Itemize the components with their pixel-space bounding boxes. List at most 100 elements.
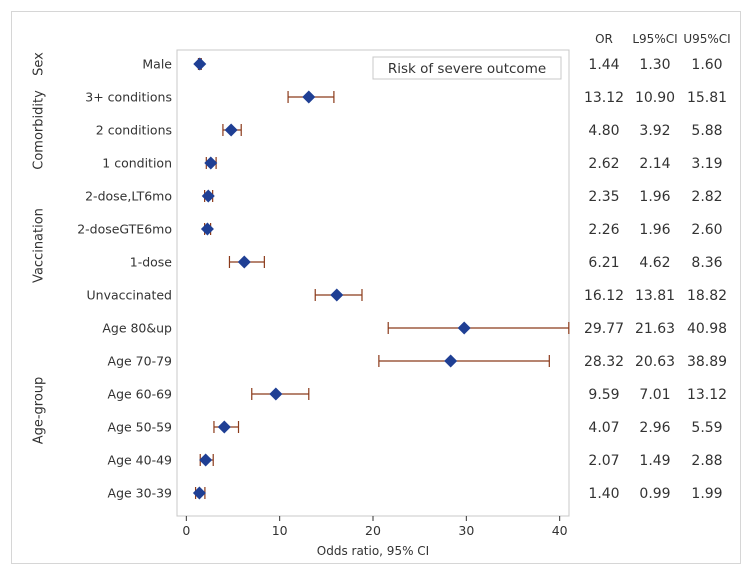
ucl-value: 5.59 xyxy=(691,420,722,436)
or-value: 2.35 xyxy=(588,189,619,205)
lcl-value: 2.96 xyxy=(639,420,670,436)
or-value: 29.77 xyxy=(584,321,624,337)
row-label: Age 30-39 xyxy=(108,486,173,501)
forest-row: 3+ conditions 13.12 10.90 15.81 xyxy=(85,90,727,107)
row-label: 3+ conditions xyxy=(85,90,172,105)
row-label: 1 condition xyxy=(102,156,172,171)
or-value: 6.21 xyxy=(588,255,619,271)
or-value: 28.32 xyxy=(584,354,624,370)
forest-row: Age 70-79 28.32 20.63 38.89 xyxy=(108,354,728,371)
forest-row: Age 60-69 9.59 7.01 13.12 xyxy=(108,387,728,404)
ucl-value: 15.81 xyxy=(687,90,727,106)
or-value: 1.44 xyxy=(588,57,619,73)
lcl-value: 20.63 xyxy=(635,354,675,370)
or-marker xyxy=(457,321,471,335)
forest-row: Male 1.44 1.30 1.60 xyxy=(142,57,722,74)
or-value: 9.59 xyxy=(588,387,619,403)
forest-row: Age 40-49 2.07 1.49 2.88 xyxy=(108,453,723,470)
or-value: 13.12 xyxy=(584,90,624,106)
or-marker xyxy=(200,222,214,236)
ucl-value: 8.36 xyxy=(691,255,722,271)
or-marker xyxy=(302,90,316,104)
lcl-value: 4.62 xyxy=(639,255,670,271)
or-marker xyxy=(217,420,231,434)
x-tick-label: 30 xyxy=(458,523,474,538)
forest-row: 2-doseGTE6mo 2.26 1.96 2.60 xyxy=(77,222,722,239)
or-marker xyxy=(224,123,238,137)
col-header-or: OR xyxy=(595,32,613,46)
group-label: Comorbidity xyxy=(32,90,47,170)
or-marker xyxy=(444,354,458,368)
row-label: 2-dose,LT6mo xyxy=(85,189,172,204)
row-label: Age 50-59 xyxy=(108,420,173,435)
ucl-value: 1.60 xyxy=(691,57,722,73)
or-value: 2.62 xyxy=(588,156,619,172)
ucl-value: 2.82 xyxy=(691,189,722,205)
forest-row: Unvaccinated 16.12 13.81 18.82 xyxy=(87,288,728,305)
x-axis-label: Odds ratio, 95% CI xyxy=(317,544,429,558)
ucl-value: 3.19 xyxy=(691,156,722,172)
forest-plot: Risk of severe outcome OR L95%CI U95%CI … xyxy=(32,32,731,558)
or-value: 4.07 xyxy=(588,420,619,436)
lcl-value: 13.81 xyxy=(635,288,675,304)
legend-box: Risk of severe outcome xyxy=(372,56,562,80)
or-value: 2.26 xyxy=(588,222,619,238)
col-header-ucl: U95%CI xyxy=(683,32,730,46)
or-value: 4.80 xyxy=(588,123,619,139)
forest-row: Age 80&up 29.77 21.63 40.98 xyxy=(102,321,727,338)
lcl-value: 1.30 xyxy=(639,57,670,73)
legend-title: Risk of severe outcome xyxy=(388,61,546,77)
ucl-value: 5.88 xyxy=(691,123,722,139)
row-label: Male xyxy=(142,57,172,72)
row-label: Age 80&up xyxy=(102,321,172,336)
or-marker xyxy=(269,387,283,401)
or-marker xyxy=(199,453,213,467)
or-marker xyxy=(193,57,207,71)
or-marker xyxy=(237,255,251,269)
row-label: 2-doseGTE6mo xyxy=(77,222,172,237)
row-label: Age 70-79 xyxy=(108,354,173,369)
row-label: 2 conditions xyxy=(96,123,172,138)
lcl-value: 3.92 xyxy=(639,123,670,139)
ucl-value: 2.88 xyxy=(691,453,722,469)
or-value: 2.07 xyxy=(588,453,619,469)
x-tick-label: 20 xyxy=(365,523,381,538)
ucl-value: 1.99 xyxy=(691,486,722,502)
forest-row: 1 condition 2.62 2.14 3.19 xyxy=(102,156,722,173)
ucl-value: 18.82 xyxy=(687,288,727,304)
group-label: Age-group xyxy=(32,377,47,445)
or-marker xyxy=(204,156,218,170)
chart-frame: Risk of severe outcome OR L95%CI U95%CI … xyxy=(11,11,741,564)
ucl-value: 40.98 xyxy=(687,321,727,337)
x-tick-label: 10 xyxy=(272,523,288,538)
lcl-value: 1.49 xyxy=(639,453,670,469)
lcl-value: 7.01 xyxy=(639,387,670,403)
row-label: Age 60-69 xyxy=(108,387,173,402)
x-tick-label: 0 xyxy=(182,523,190,538)
lcl-value: 1.96 xyxy=(639,222,670,238)
ucl-value: 2.60 xyxy=(691,222,722,238)
lcl-value: 10.90 xyxy=(635,90,675,106)
forest-row: 1-dose 6.21 4.62 8.36 xyxy=(130,255,723,272)
ucl-value: 38.89 xyxy=(687,354,727,370)
row-label: Age 40-49 xyxy=(108,453,173,468)
row-label: Unvaccinated xyxy=(87,288,172,303)
row-label: 1-dose xyxy=(130,255,173,270)
lcl-value: 2.14 xyxy=(639,156,670,172)
col-header-lcl: L95%CI xyxy=(632,32,677,46)
lcl-value: 21.63 xyxy=(635,321,675,337)
lcl-value: 0.99 xyxy=(639,486,670,502)
or-value: 16.12 xyxy=(584,288,624,304)
or-marker xyxy=(330,288,344,302)
group-label: Vaccination xyxy=(32,208,47,283)
x-tick-label: 40 xyxy=(552,523,568,538)
forest-row: Age 50-59 4.07 2.96 5.59 xyxy=(108,420,723,437)
forest-row: 2 conditions 4.80 3.92 5.88 xyxy=(96,123,723,140)
ucl-value: 13.12 xyxy=(687,387,727,403)
forest-row: 2-dose,LT6mo 2.35 1.96 2.82 xyxy=(85,189,722,206)
or-value: 1.40 xyxy=(588,486,619,502)
plot-area xyxy=(176,49,570,517)
or-marker xyxy=(192,486,206,500)
lcl-value: 1.96 xyxy=(639,189,670,205)
or-marker xyxy=(201,189,215,203)
